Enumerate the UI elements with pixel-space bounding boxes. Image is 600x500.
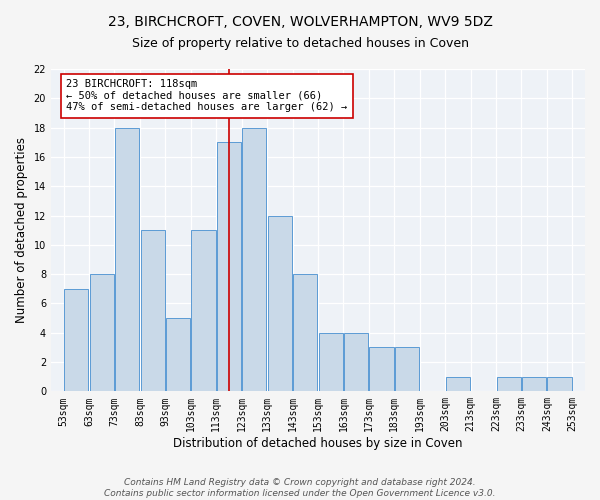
Bar bbox=[395, 348, 419, 392]
Bar bbox=[166, 318, 190, 392]
Text: Contains HM Land Registry data © Crown copyright and database right 2024.
Contai: Contains HM Land Registry data © Crown c… bbox=[104, 478, 496, 498]
Bar bbox=[217, 142, 241, 392]
Y-axis label: Number of detached properties: Number of detached properties bbox=[15, 137, 28, 323]
Bar bbox=[90, 274, 114, 392]
Bar bbox=[268, 216, 292, 392]
Bar bbox=[370, 348, 394, 392]
Bar bbox=[293, 274, 317, 392]
Bar bbox=[344, 332, 368, 392]
Bar bbox=[140, 230, 165, 392]
Bar bbox=[64, 289, 88, 392]
Bar bbox=[115, 128, 139, 392]
Text: 23 BIRCHCROFT: 118sqm
← 50% of detached houses are smaller (66)
47% of semi-deta: 23 BIRCHCROFT: 118sqm ← 50% of detached … bbox=[66, 80, 347, 112]
Bar bbox=[522, 376, 546, 392]
Bar bbox=[446, 376, 470, 392]
Bar bbox=[191, 230, 215, 392]
Bar bbox=[497, 376, 521, 392]
Text: Size of property relative to detached houses in Coven: Size of property relative to detached ho… bbox=[131, 38, 469, 51]
Text: 23, BIRCHCROFT, COVEN, WOLVERHAMPTON, WV9 5DZ: 23, BIRCHCROFT, COVEN, WOLVERHAMPTON, WV… bbox=[107, 15, 493, 29]
Bar bbox=[242, 128, 266, 392]
X-axis label: Distribution of detached houses by size in Coven: Distribution of detached houses by size … bbox=[173, 437, 463, 450]
Bar bbox=[319, 332, 343, 392]
Bar bbox=[547, 376, 572, 392]
